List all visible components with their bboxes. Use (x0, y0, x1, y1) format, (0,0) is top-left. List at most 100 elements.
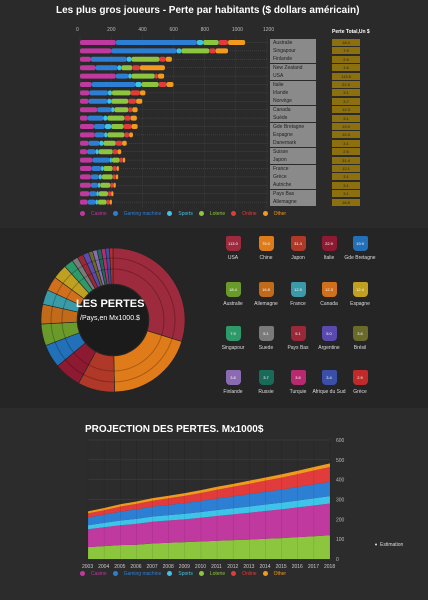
x-tick-1200: 1200 (263, 27, 275, 33)
bar-Autriche-Other (113, 182, 116, 188)
bar-Canada-Gaming machine (97, 107, 112, 113)
y-tick-300: 300 (336, 498, 345, 504)
area-Online (88, 466, 330, 518)
bar-Suède-Other (130, 115, 137, 121)
bar-Espagne-Sports (104, 132, 108, 138)
donut-hole (78, 285, 148, 355)
total-value: 7.9 (332, 47, 360, 55)
x-tick-2018: 2018 (324, 564, 335, 570)
bar-USA-Online (154, 73, 158, 79)
total-value: 3.1 (332, 181, 360, 189)
category-label: Suède (270, 114, 316, 123)
bar-Irlande-Online (130, 90, 140, 96)
x-tick-2008: 2008 (163, 564, 174, 570)
bar-chart-title: Les plus gros joueurs - Perte par habita… (56, 5, 360, 16)
bar-France-Loterie (103, 166, 113, 171)
badge-value: 2.9 (352, 370, 368, 385)
badge-label: Afrique du Sud (312, 389, 346, 395)
legend-dot (167, 211, 173, 217)
badge-label: Italie (323, 255, 335, 261)
bar-Allemagne-Online (106, 199, 110, 205)
bar-Finlande-Gaming machine (90, 56, 127, 62)
x-tick-800: 800 (200, 27, 209, 33)
bar-Espagne-Online (124, 132, 130, 138)
bar-Suisse-Sports (95, 149, 99, 155)
bar-Australie-Casino (80, 40, 116, 45)
bar-Suisse-Casino (80, 149, 88, 155)
legend-dot (80, 571, 85, 577)
area-Casino (88, 503, 330, 548)
y-tick-600: 600 (336, 438, 345, 444)
bar-Japon-Casino (80, 157, 93, 163)
badge-label: Gde Bretagne (344, 255, 376, 261)
bar-Australie-Online (218, 40, 229, 45)
bar-Irlande-Sports (108, 90, 112, 96)
bar-Gde Bretagne-Loterie (111, 124, 124, 129)
bar-Espagne-Gaming machine (94, 132, 105, 138)
bar-Norvège-Loterie (111, 98, 129, 104)
badge-label: Argentine (318, 345, 340, 351)
estimation-label: Estimation (380, 542, 404, 548)
bar-Autriche-Sports (97, 182, 101, 188)
area-chart-title: PROJECTION DES PERTES. Mx1000$ (85, 424, 264, 435)
bar-Canada-Sports (111, 107, 115, 113)
bar-Norvège-Online (128, 98, 137, 104)
badge-value: 12.4 (352, 282, 368, 297)
bar-Norvège-Gaming machine (88, 98, 108, 104)
legend-item-gaming-machine: Gaming machine (112, 211, 161, 217)
bar-Danemark-Gaming machine (88, 140, 100, 146)
bar-Japon-Gaming machine (92, 157, 110, 163)
bar-Pays Bas-Online (108, 191, 112, 197)
area-Other (88, 463, 330, 514)
bar-Pays Bas-Loterie (98, 191, 109, 197)
category-label: Pays Bas (270, 189, 316, 198)
bar-Australie-Loterie (203, 40, 219, 45)
x-tick-2011: 2011 (211, 564, 222, 570)
bar-New Zealand-Online (132, 65, 140, 71)
category-label: Norvège (270, 97, 316, 106)
bar-Autriche-Gaming machine (90, 182, 98, 188)
bar-Allemagne-Casino (80, 199, 88, 205)
x-tick-2012: 2012 (227, 564, 238, 570)
bar-Danemark-Other (122, 140, 127, 146)
bar-Irlande-Other (139, 90, 146, 96)
country-badge: 12.5 France (287, 282, 309, 307)
bar-Danemark-Casino (80, 140, 89, 146)
badge-value: 3.8 (225, 370, 241, 385)
total-value: 12.1 (332, 165, 360, 172)
legend-dot (231, 571, 237, 577)
bar-Pays Bas-Casino (80, 191, 90, 197)
bar-Japon-Online (119, 157, 123, 163)
x-tick-2009: 2009 (179, 564, 190, 570)
total-value: 12.3 (332, 106, 360, 114)
bar-Pays Bas-Other (111, 191, 114, 197)
bar-USA-Loterie (131, 73, 155, 79)
legend-bottom: Casino Gaming machine Sports Loterie Online O… (80, 571, 292, 577)
bar-Grèce-Online (112, 174, 116, 180)
bar-Suède-Gaming machine (87, 115, 104, 121)
badge-label: Turquie (289, 389, 307, 395)
category-label: Suisse (270, 147, 316, 156)
x-tick-0: 0 (76, 27, 79, 33)
badge-label: Chine (259, 255, 273, 261)
bar-Australie-Other (228, 40, 246, 45)
category-label: Italie (270, 80, 316, 89)
x-tick-200: 200 (107, 27, 116, 33)
badge-label: Grèce (353, 389, 367, 395)
category-label: Gde Bretagne (270, 122, 316, 131)
country-badge: 75.0 Chine (255, 236, 277, 261)
badge-value: 113.0 (225, 236, 241, 251)
category-label: Grèce (270, 172, 316, 181)
legend-dot (231, 211, 237, 217)
badge-value: 5.1 (290, 326, 306, 341)
x-tick-2015: 2015 (276, 564, 287, 570)
bar-Norvège-Other (136, 98, 143, 104)
category-label: Canada (270, 105, 316, 114)
country-badge: 3.6 Brésil (349, 326, 371, 351)
bar-Canada-Loterie (114, 107, 129, 113)
badge-value: 7.9 (225, 326, 241, 341)
legend-item-online: Online (231, 211, 257, 217)
bar-chart-svg (79, 35, 268, 208)
bar-Singapour-Sports (176, 48, 182, 54)
country-badge: 3.7 Russie (255, 370, 277, 395)
